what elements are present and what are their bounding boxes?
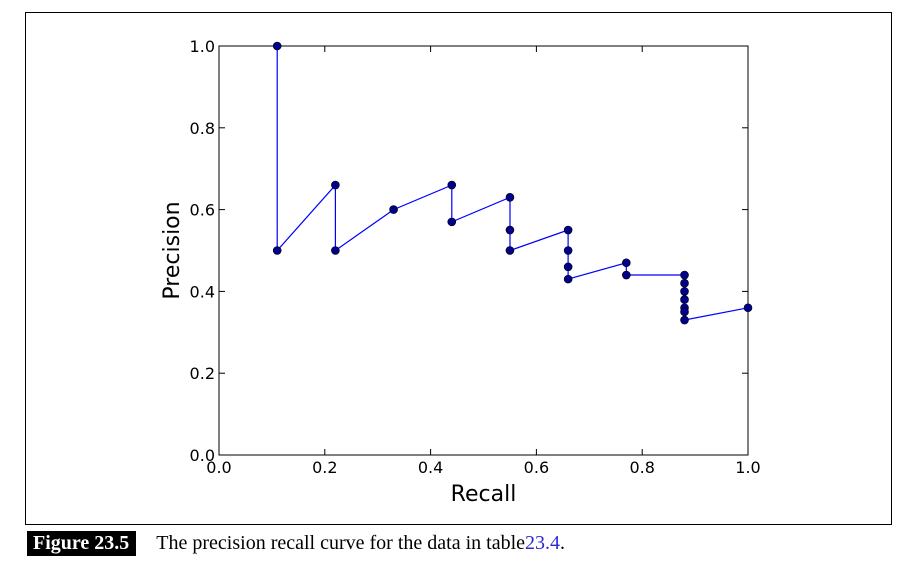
series-line <box>276 46 749 321</box>
figure-frame: 0.0 0.2 0.4 0.6 0.8 1.0 0.0 0.2 0.4 0.6 0.8 1.0 Reca… <box>25 12 892 525</box>
data-point <box>622 258 631 268</box>
data-point <box>680 295 689 304</box>
data-point <box>331 246 340 255</box>
table-reference-link[interactable]: 23.4 <box>525 531 561 554</box>
y-tick-label: 0.0 <box>190 446 215 465</box>
x-tick-label: 0.4 <box>418 458 443 477</box>
data-point <box>680 278 689 288</box>
y-tick-label: 0.2 <box>190 364 215 383</box>
data-point <box>505 193 515 202</box>
data-point <box>563 225 573 235</box>
x-axis-label: Recall <box>451 482 517 507</box>
y-tick-label: 0.6 <box>190 201 215 220</box>
x-tick-label: 0.6 <box>524 458 549 477</box>
caption-period: . <box>560 531 566 554</box>
y-tick-label: 1.0 <box>190 37 215 56</box>
data-point <box>447 217 457 227</box>
data-point <box>680 270 689 280</box>
caption-text: The precision recall curve for the data … <box>156 531 526 554</box>
plot-frame <box>218 45 749 456</box>
data-point <box>447 180 457 190</box>
x-tick-label: 0.0 <box>206 458 231 477</box>
figure-label: Figure 23.5 <box>27 530 137 556</box>
precision-recall-chart: 0.0 0.2 0.4 0.6 0.8 1.0 0.0 0.2 0.4 0.6 0.8 1.0 Reca… <box>160 37 761 507</box>
data-point <box>272 41 282 51</box>
data-point <box>389 205 398 214</box>
figure-caption: Figure 23.5 The precision recall curve f… <box>27 530 565 556</box>
x-tick-label: 0.8 <box>629 458 654 477</box>
x-tick-label: 0.2 <box>312 458 337 477</box>
y-axis-label: Precision <box>160 201 185 299</box>
data-point <box>680 287 689 296</box>
data-point <box>622 270 631 280</box>
data-point <box>563 246 573 255</box>
data-point <box>680 315 689 325</box>
y-tick-label: 0.4 <box>190 282 215 301</box>
data-point <box>272 246 282 255</box>
data-point <box>331 180 340 190</box>
data-point <box>505 246 515 255</box>
data-point <box>743 303 753 313</box>
x-tick-label: 1.0 <box>735 458 760 477</box>
data-point <box>505 225 515 235</box>
data-point <box>680 307 689 317</box>
y-tick-label: 0.8 <box>190 119 215 138</box>
data-point <box>563 262 573 272</box>
data-point <box>563 274 573 284</box>
